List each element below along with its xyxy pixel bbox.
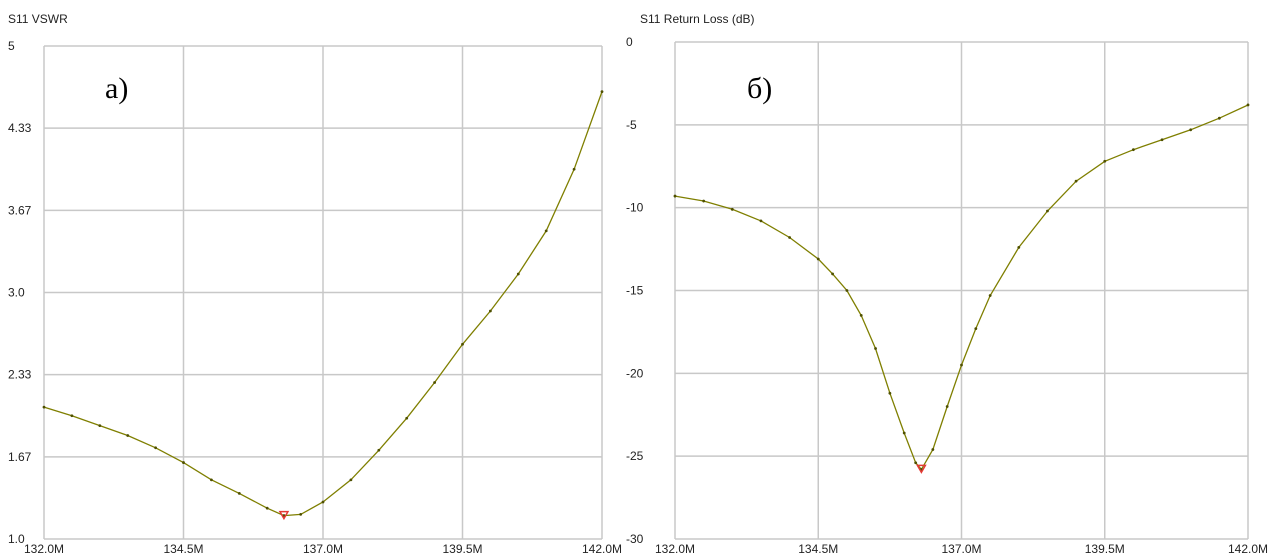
vswr-x-tick-label: 137.0M xyxy=(303,542,343,556)
return-loss-data-point xyxy=(1217,116,1221,120)
return-loss-data-point xyxy=(816,257,820,261)
vswr-data-point xyxy=(489,309,492,313)
vswr-y-tick-label: 2.33 xyxy=(8,368,32,382)
vswr-y-tick-label: 3.0 xyxy=(8,286,25,300)
vswr-series-line xyxy=(43,91,603,517)
vswr-x-tick-label: 139.5M xyxy=(442,542,482,556)
vswr-data-point xyxy=(98,424,102,428)
return-loss-data-point xyxy=(931,448,935,451)
return-loss-data-point xyxy=(702,199,706,203)
return-loss-data-point xyxy=(888,391,892,395)
return-loss-x-tick-label: 139.5M xyxy=(1085,542,1125,556)
return-loss-data-point xyxy=(874,347,877,350)
vswr-data-point xyxy=(516,272,520,276)
vswr-data-point xyxy=(544,229,548,233)
vswr-x-tick-label: 142.0M xyxy=(582,542,622,556)
vswr-x-tick-label: 132.0M xyxy=(24,542,64,556)
vswr-data-point xyxy=(265,506,269,510)
vswr-y-tick-label: 1.67 xyxy=(8,450,32,464)
vswr-x-tick-label: 134.5M xyxy=(163,542,203,556)
return-loss-data-point xyxy=(914,461,918,465)
return-loss-data-point xyxy=(859,313,863,317)
return-loss-data-point xyxy=(831,272,834,276)
return-loss-data-point xyxy=(1103,159,1107,163)
vswr-chart-title: S11 VSWR xyxy=(8,12,68,26)
vswr-data-point xyxy=(42,405,46,409)
return-loss-data-point xyxy=(1074,179,1078,183)
return-loss-data-point xyxy=(673,194,677,198)
return-loss-data-point xyxy=(902,431,906,435)
return-loss-y-tick-label: -20 xyxy=(626,366,644,380)
vswr-y-tick-label: 5 xyxy=(8,39,15,53)
vswr-data-point xyxy=(237,491,241,495)
return-loss-y-tick-label: -25 xyxy=(626,449,644,463)
return-loss-series-line xyxy=(674,104,1249,471)
return-loss-x-tick-label: 142.0M xyxy=(1228,542,1268,556)
vswr-y-tick-label: 1.0 xyxy=(8,532,25,546)
return-loss-chart-title: S11 Return Loss (dB) xyxy=(640,12,755,26)
return-loss-panel-label: б) xyxy=(747,72,773,105)
return-loss-y-tick-label: 0 xyxy=(626,35,633,49)
vswr-data-point xyxy=(126,434,130,437)
vswr-chart: 132.0M 134.5M 137.0M 139.5M 142.0M 5 4.33 3.67 3… xyxy=(8,39,622,556)
return-loss-min-marker xyxy=(916,464,927,474)
return-loss-data-point xyxy=(988,294,992,297)
vswr-data-point xyxy=(349,478,353,482)
vswr-data-point xyxy=(210,478,213,482)
vswr-data-point xyxy=(182,461,185,464)
vswr-data-point xyxy=(433,381,436,384)
vswr-data-point xyxy=(461,342,464,346)
return-loss-data-point xyxy=(1017,246,1021,249)
vswr-data-point xyxy=(572,167,576,171)
return-loss-data-point xyxy=(1046,209,1049,213)
vswr-y-tick-label: 4.33 xyxy=(8,121,32,135)
return-loss-y-tick-label: -15 xyxy=(626,284,644,298)
vswr-y-tick-label: 3.67 xyxy=(8,203,32,217)
return-loss-y-tick-label: -5 xyxy=(626,118,637,132)
return-loss-data-point xyxy=(1160,138,1164,142)
vswr-data-point xyxy=(321,500,325,504)
vswr-data-point xyxy=(405,416,409,420)
return-loss-y-tick-label: -30 xyxy=(626,532,644,546)
vswr-min-marker xyxy=(278,510,290,521)
return-loss-data-point xyxy=(960,363,963,367)
vswr-panel-label: а) xyxy=(105,72,129,105)
return-loss-data-point xyxy=(974,327,978,331)
return-loss-data-point xyxy=(730,207,734,211)
vswr-data-point xyxy=(299,512,303,516)
return-loss-y-tick-label: -10 xyxy=(626,201,644,215)
vswr-data-point xyxy=(377,448,381,452)
return-loss-data-point xyxy=(788,236,791,239)
return-loss-data-point xyxy=(759,219,763,223)
return-loss-data-point xyxy=(1132,148,1135,152)
return-loss-data-point xyxy=(945,405,949,408)
vswr-data-point xyxy=(154,446,158,450)
return-loss-data-point xyxy=(1189,128,1193,132)
return-loss-x-tick-label: 132.0M xyxy=(655,542,695,556)
return-loss-data-point xyxy=(1246,103,1250,107)
vswr-data-point xyxy=(70,414,74,418)
return-loss-x-tick-label: 134.5M xyxy=(798,542,838,556)
vswr-data-point xyxy=(600,90,604,94)
return-loss-x-tick-label: 137.0M xyxy=(941,542,981,556)
return-loss-data-point xyxy=(845,289,849,292)
